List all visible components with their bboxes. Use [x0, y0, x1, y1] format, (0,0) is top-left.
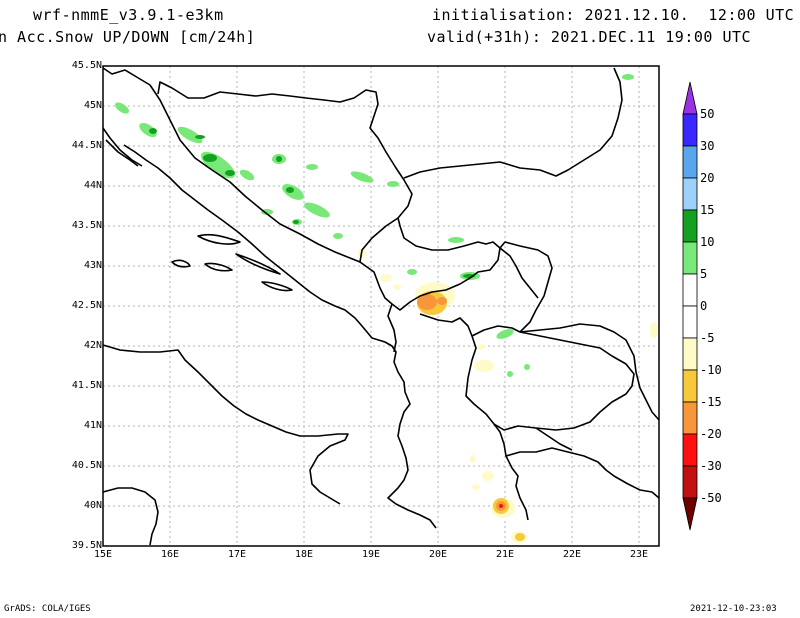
- lon-label: 18E: [294, 549, 314, 560]
- colorbar: [682, 81, 698, 531]
- colorbar-label: 5: [700, 267, 708, 281]
- lat-label: 44N: [83, 180, 102, 191]
- lon-label: 23E: [629, 549, 649, 560]
- lat-label: 43.5N: [71, 220, 102, 231]
- footer-credit: GrADS: COLA/IGES: [4, 604, 91, 614]
- colorbar-label: -10: [700, 363, 722, 377]
- lon-label: 19E: [361, 549, 381, 560]
- lat-label: 41.5N: [71, 380, 102, 391]
- lat-label: 40N: [83, 500, 102, 511]
- lat-label: 43N: [83, 260, 102, 271]
- footer-timestamp: 2021-12-10-23:03: [690, 604, 777, 614]
- lon-label: 15E: [93, 549, 113, 560]
- lon-label: 16E: [160, 549, 180, 560]
- coastlines-borders: [102, 67, 660, 546]
- colorbar-label: 20: [700, 171, 715, 185]
- colorbar-label: -20: [700, 427, 722, 441]
- lat-label: 45N: [83, 100, 102, 111]
- snow-patches: [115, 74, 658, 543]
- lat-label: 41N: [83, 420, 102, 431]
- lat-label: 45.5N: [71, 60, 102, 71]
- init-time: initialisation: 2021.12.10. 12:00 UTC: [432, 6, 795, 24]
- lat-label: 42.5N: [71, 300, 102, 311]
- colorbar-label: 0: [700, 299, 708, 313]
- colorbar-label: 15: [700, 203, 715, 217]
- lon-label: 20E: [428, 549, 448, 560]
- lon-label: 17E: [227, 549, 247, 560]
- colorbar-label: -50: [700, 491, 722, 505]
- model-title: wrf-nmmE_v3.9.1-e3km: [33, 6, 224, 24]
- lat-label: 42N: [83, 340, 102, 351]
- lon-label: 22E: [562, 549, 582, 560]
- map-frame: [102, 65, 660, 547]
- valid-time: valid(+31h): 2021.DEC.11 19:00 UTC: [427, 28, 752, 46]
- colorbar-label: 10: [700, 235, 715, 249]
- lat-label: 44.5N: [71, 140, 102, 151]
- lat-label: 40.5N: [71, 460, 102, 471]
- colorbar-label: 30: [700, 139, 715, 153]
- variable-title: n Acc.Snow UP/DOWN [cm/24h]: [0, 28, 256, 46]
- colorbar-label: -15: [700, 395, 722, 409]
- colorbar-bottom-arrow: [682, 497, 698, 531]
- colorbar-top-arrow: [682, 81, 698, 115]
- lat-label: 39.5N: [71, 540, 102, 551]
- colorbar-label: -30: [700, 459, 722, 473]
- lon-label: 21E: [495, 549, 515, 560]
- colorbar-label: 50: [700, 107, 715, 121]
- colorbar-label: -5: [700, 331, 715, 345]
